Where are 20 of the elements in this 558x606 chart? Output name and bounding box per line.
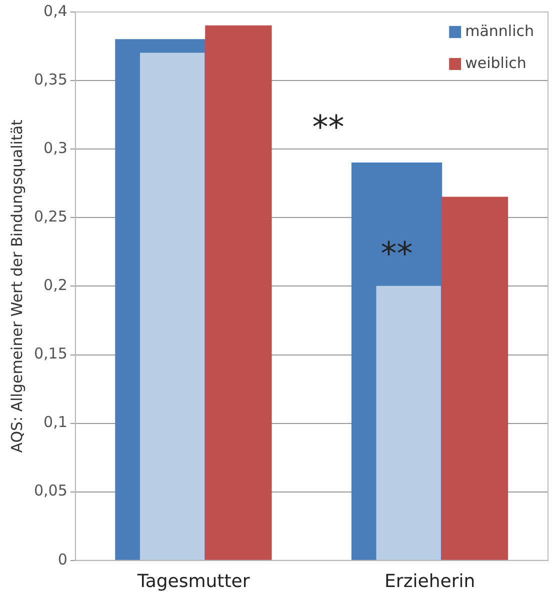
x-tick-label: Tagesmutter	[136, 570, 250, 592]
y-tick-label: 0,35	[34, 70, 68, 88]
y-tick-label: 0	[58, 550, 68, 568]
y-tick-label: 0,2	[44, 276, 68, 294]
x-tick-label: Erzieherin	[384, 570, 476, 592]
bar	[140, 52, 205, 560]
y-tick-label: 0,25	[34, 208, 68, 226]
annotation: **	[380, 234, 413, 272]
y-tick-label: 0,1	[44, 413, 68, 432]
y-tick-label: 0,05	[34, 482, 68, 500]
y-tick-label: 0,3	[44, 138, 68, 157]
y-axis-title: AQS: Allgemeiner Wert der Bindungsqualität	[8, 119, 26, 453]
bar	[205, 25, 272, 560]
legend-label: weiblich	[465, 54, 526, 72]
annotation: **	[312, 108, 344, 146]
bar	[441, 196, 508, 560]
bar	[376, 286, 441, 560]
y-tick-label: 0,15	[34, 344, 68, 363]
y-tick-label: 0,4	[44, 2, 68, 20]
legend-label: männlich	[465, 22, 534, 40]
